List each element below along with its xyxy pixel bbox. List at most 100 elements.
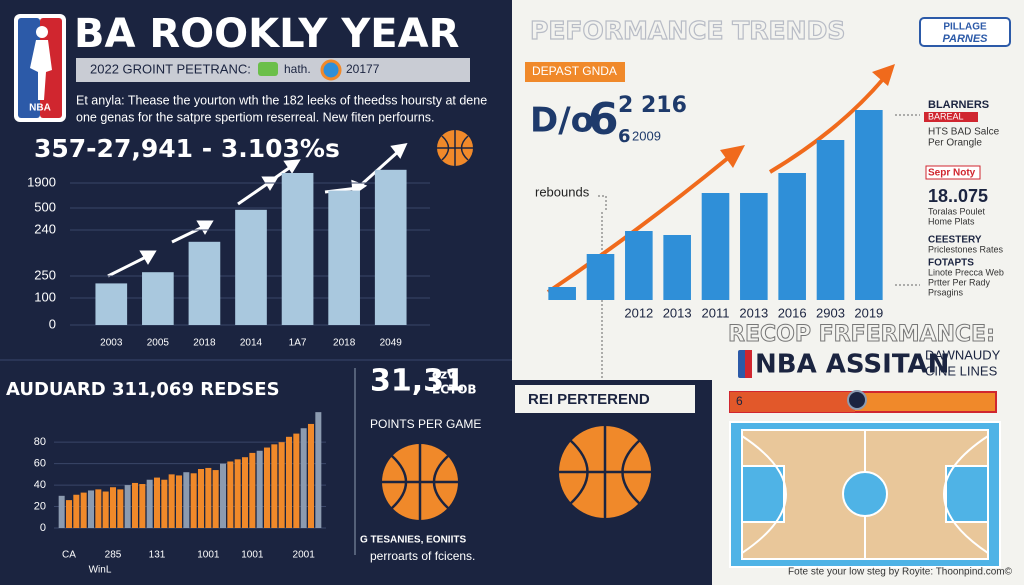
recap-name: NBA ASSITAN	[755, 350, 949, 380]
bar	[80, 492, 87, 528]
stat-small: ozv	[432, 368, 455, 382]
badge-icon	[320, 59, 342, 81]
subtitle: 2022 GROINT PEETRANC:	[90, 61, 251, 76]
sidebar-text: Prtter Per Rady	[928, 277, 991, 287]
description: one genas for the satpre spertiom reserr…	[76, 110, 435, 124]
bar	[65, 500, 73, 528]
y-tick-label: 60	[34, 458, 46, 470]
recap-side: CINE LINES	[925, 363, 998, 378]
basketball-icon	[559, 426, 651, 518]
y-tick-label: 100	[34, 289, 56, 304]
x-tick-label: 285	[105, 550, 122, 561]
bar	[778, 173, 806, 300]
logo: PILLAGE PARNES	[919, 17, 1011, 47]
badge-text: hath.	[284, 62, 311, 76]
bar	[175, 475, 183, 528]
basketball-icon	[437, 130, 473, 166]
bar	[161, 479, 168, 528]
bar	[197, 469, 205, 528]
bar	[625, 231, 653, 300]
bar	[740, 193, 768, 300]
x-tick-label: 2016	[778, 305, 807, 320]
big-stat: 2 216	[618, 93, 687, 118]
bar	[307, 423, 315, 528]
sidebar-text: Linote Precca Web	[928, 267, 1004, 277]
bar	[131, 482, 139, 528]
bar	[219, 463, 227, 528]
progress-knob	[847, 390, 867, 410]
bar	[95, 283, 128, 325]
bar	[153, 477, 161, 528]
bar	[58, 495, 65, 528]
x-tick-label: 2005	[147, 338, 170, 349]
sidebar-text: Prsagins	[928, 287, 964, 297]
basketball-court	[729, 421, 1001, 568]
bar	[328, 190, 360, 325]
x-tick-label: 2013	[663, 305, 692, 320]
bar	[183, 472, 190, 528]
sidebar-text: FOTAPTS	[928, 258, 974, 269]
x-tick-label: 2003	[100, 338, 123, 349]
basketball-icon	[382, 444, 458, 520]
highlight-title-box	[515, 385, 695, 413]
sidebar-text: Home Plats	[928, 216, 975, 226]
trend-arrows	[546, 64, 895, 294]
bar	[102, 491, 109, 528]
x-tick-label: 2049	[380, 338, 403, 349]
progress-fill	[730, 392, 855, 412]
annotation: rebounds	[535, 184, 590, 199]
bar	[205, 467, 212, 528]
footer-text: perroarts of fcicens.	[370, 549, 475, 563]
badge-text: 20177	[346, 62, 380, 76]
y-tick-label: 80	[34, 436, 46, 448]
bar	[285, 436, 293, 528]
sidebar-text: 18..075	[928, 186, 988, 206]
bar	[374, 169, 407, 325]
bar	[73, 494, 80, 528]
bar	[142, 272, 174, 325]
bar	[300, 428, 307, 528]
bar	[281, 173, 314, 325]
bar	[701, 193, 730, 300]
svg-text:NBA: NBA	[29, 103, 51, 114]
x-tick-label: 2019	[854, 305, 883, 320]
x-tick-label: 2903	[816, 305, 845, 320]
x-tick-label: 2011	[702, 305, 730, 320]
footer-text: G TESANIES, EONIITS	[360, 535, 466, 546]
bar	[212, 470, 219, 528]
bar	[816, 140, 845, 300]
bar	[190, 473, 197, 528]
bar	[263, 447, 271, 528]
sidebar-text: Priclestones Rates	[928, 244, 1004, 254]
sidebar-text: CEESTERY	[928, 235, 982, 246]
bar	[278, 442, 285, 528]
x-tick-label: 2018	[193, 338, 216, 349]
big-stat: 6	[618, 126, 631, 147]
x-tick-label: 131	[149, 550, 166, 561]
bar	[87, 490, 95, 528]
recap-side: DAWNAUDY	[925, 347, 1001, 362]
highlight-title: REI PERTEREND	[528, 391, 650, 408]
x-tick-label: 2014	[240, 338, 263, 349]
bar	[109, 487, 117, 528]
chart-title: AUDUARD 311,069 REDSES	[6, 379, 280, 400]
y-tick-label: 250	[34, 267, 56, 282]
y-tick-label: 40	[34, 479, 46, 491]
sidebar-text: BAREAL	[928, 111, 964, 121]
bar	[586, 254, 615, 300]
leader-line	[895, 114, 920, 286]
bar	[315, 412, 322, 528]
headline: 357-27,941 - 3.103%s	[34, 134, 340, 163]
bar	[855, 110, 883, 300]
x-tick-label: 2012	[624, 305, 653, 320]
x-tick-label: CA	[62, 550, 76, 561]
sidebar-text: Toralas Poulet	[928, 206, 986, 216]
bar	[241, 457, 249, 528]
sidebar-text: BLARNERS	[928, 99, 989, 111]
bar	[271, 444, 278, 528]
sidebar-text: Per Orangle	[928, 138, 982, 149]
bar	[168, 474, 175, 528]
bar	[293, 433, 300, 528]
sidebar-text: Sepr Noty	[928, 168, 976, 179]
